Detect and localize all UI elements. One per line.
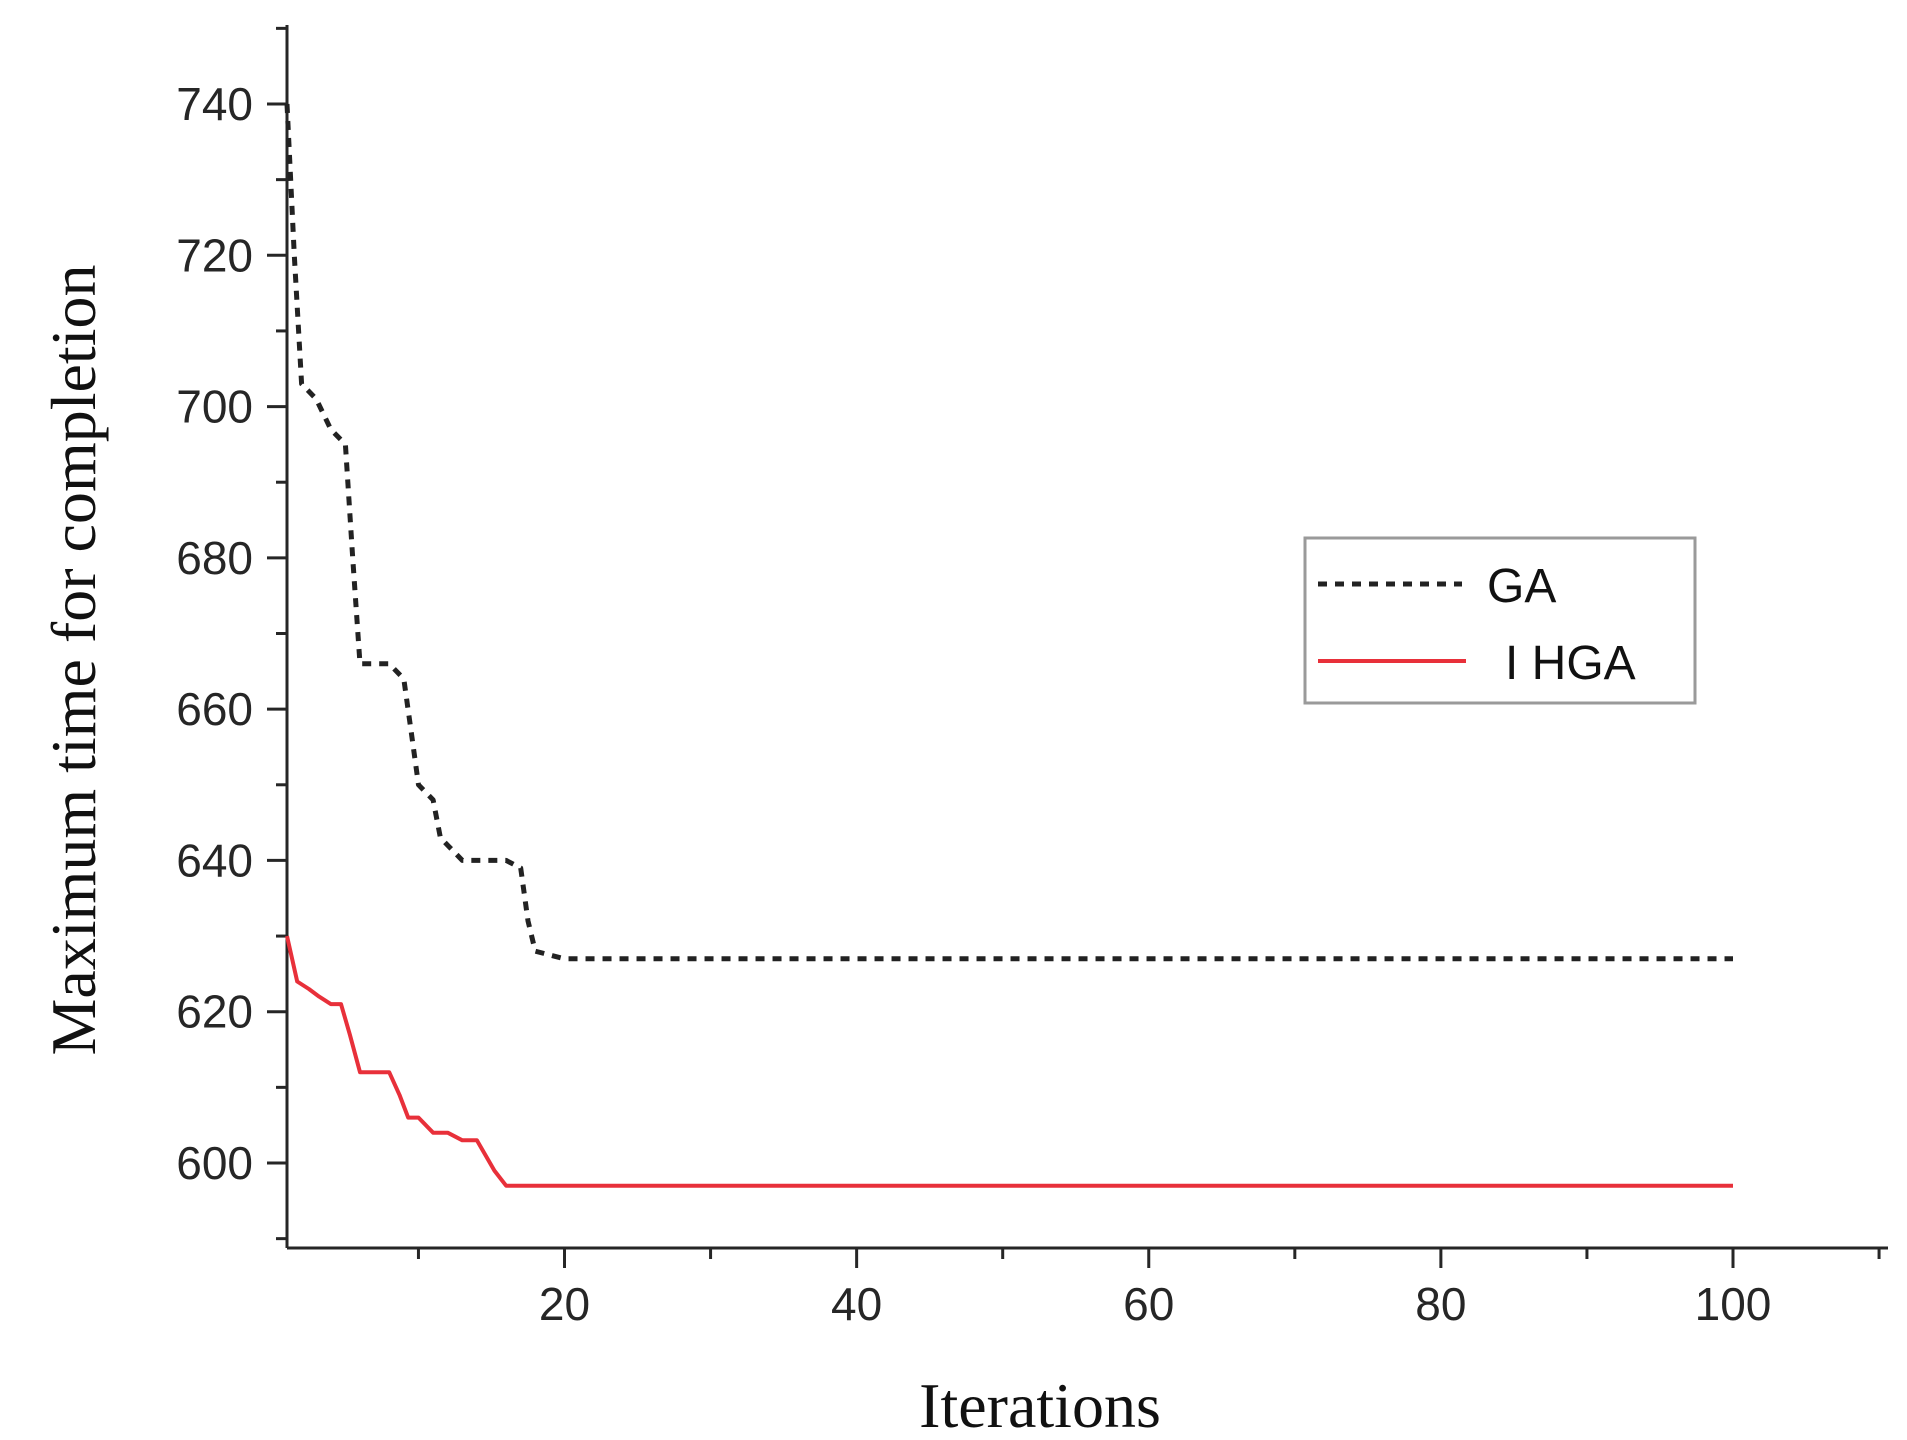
y-tick-label: 720 bbox=[176, 229, 253, 281]
series-line-ga bbox=[284, 103, 1733, 962]
legend-label-ihga: I HGA bbox=[1505, 637, 1636, 690]
x-ticks: 20 40 60 80 100 bbox=[416, 1248, 1881, 1330]
y-tick-label: 640 bbox=[176, 834, 253, 886]
x-tick-label: 80 bbox=[1415, 1278, 1466, 1330]
series-line-ihga bbox=[285, 935, 1733, 1188]
y-tick-label: 740 bbox=[176, 78, 253, 130]
legend: GA I HGA bbox=[1303, 536, 1697, 705]
y-tick-label: 660 bbox=[176, 683, 253, 735]
y-axis-title: Maximum time for completion bbox=[38, 265, 109, 1056]
legend-label-ga: GA bbox=[1487, 560, 1556, 613]
x-axis-title: Iterations bbox=[919, 1370, 1161, 1440]
y-tick-label: 680 bbox=[176, 532, 253, 584]
y-tick-label: 700 bbox=[176, 381, 253, 433]
x-tick-label: 20 bbox=[539, 1278, 590, 1330]
series-layer bbox=[284, 103, 1733, 1188]
legend-box bbox=[1303, 536, 1697, 705]
axes bbox=[285, 25, 1888, 1250]
x-tick-label: 100 bbox=[1695, 1278, 1772, 1330]
x-tick-label: 40 bbox=[831, 1278, 882, 1330]
y-tick-label: 620 bbox=[176, 986, 253, 1038]
y-ticks: 600 620 640 660 680 700 720 740 bbox=[176, 26, 287, 1241]
y-tick-label: 600 bbox=[176, 1137, 253, 1189]
x-tick-label: 60 bbox=[1123, 1278, 1174, 1330]
